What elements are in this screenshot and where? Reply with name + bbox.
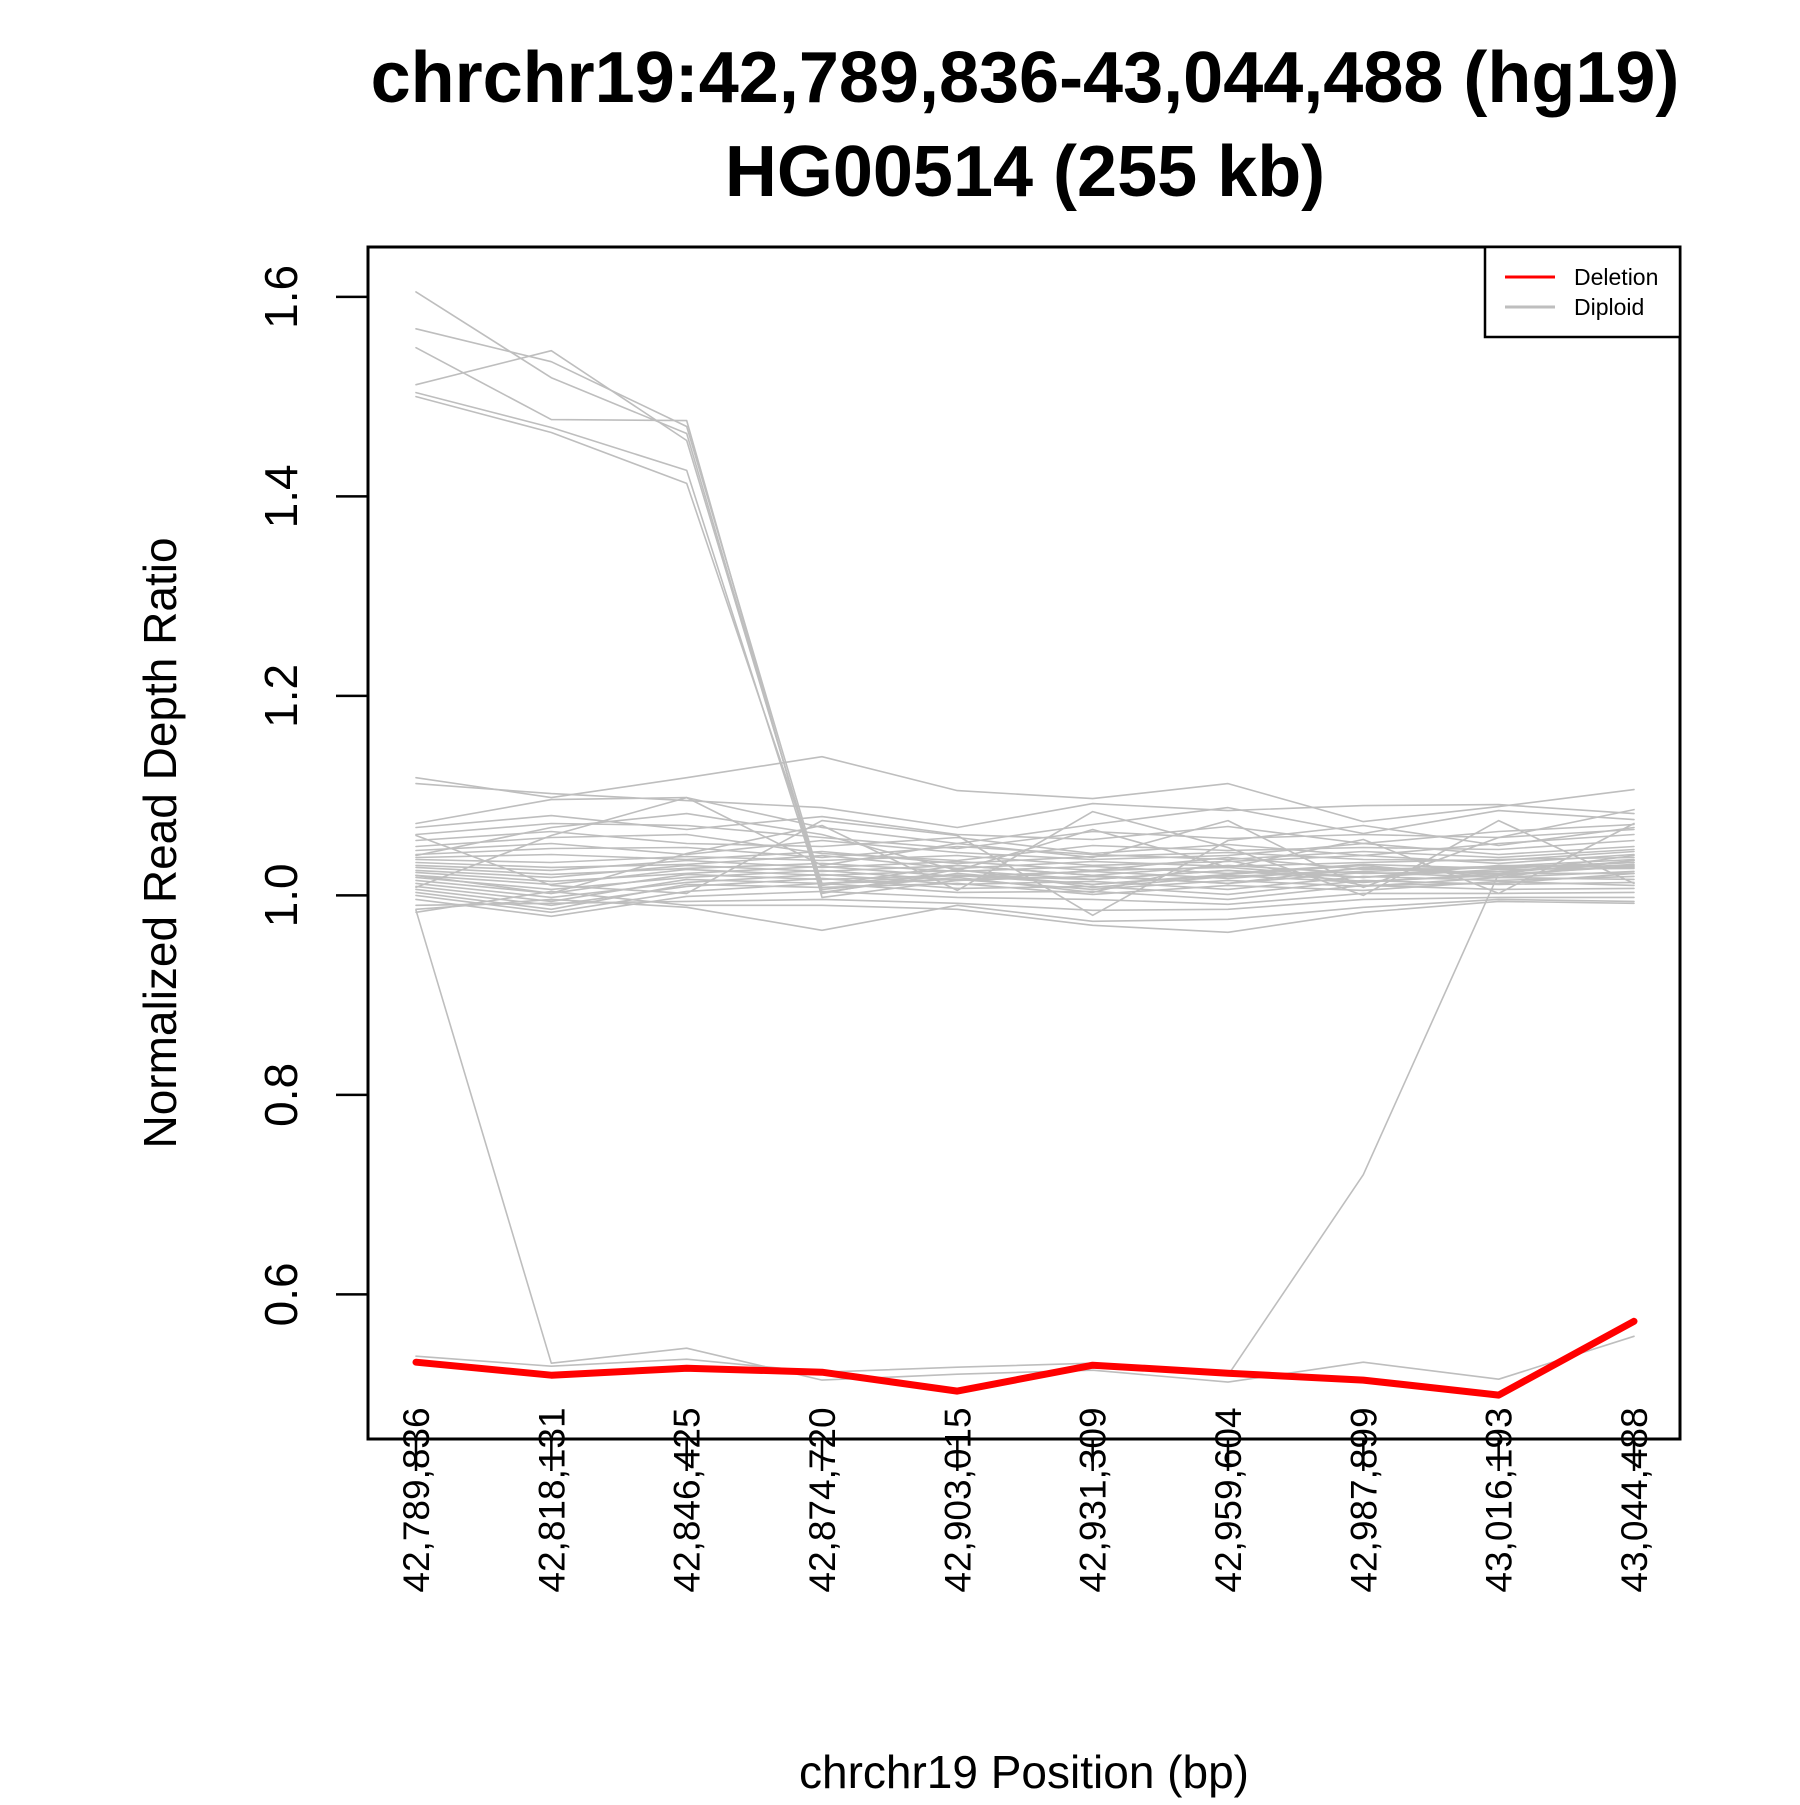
- diploid-series-line-11: [415, 796, 1635, 845]
- diploid-series-line-9: [415, 755, 1635, 823]
- deletion-series-line: [412, 1317, 1638, 1399]
- series-layer: [412, 291, 1638, 1399]
- x-tick-label-9: 43,044,488: [1614, 1407, 1655, 1592]
- x-tick-label-6: 42,959,604: [1208, 1407, 1249, 1592]
- diploid-series-line-23: [415, 863, 1635, 879]
- x-tick-label-2: 42,846,425: [667, 1407, 708, 1592]
- diploid-series-line-38: [415, 812, 1635, 895]
- diploid-series-line-10: [415, 782, 1635, 829]
- x-tick-label-0: 42,789,836: [396, 1407, 437, 1592]
- y-tick-label-0: 0.6: [255, 1262, 307, 1326]
- diploid-series-line-19: [415, 853, 1635, 867]
- diploid-series-line-33: [415, 890, 1635, 918]
- diploid-series-line-21: [415, 856, 1635, 872]
- x-tick-label-1: 42,818,131: [531, 1407, 572, 1592]
- legend-diploid-label: Diploid: [1574, 294, 1644, 320]
- y-tick-label-3: 1.2: [255, 664, 307, 728]
- legend-box: [1483, 245, 1682, 339]
- y-tick-label-4: 1.4: [255, 464, 307, 528]
- x-tick-label-4: 42,903,015: [937, 1407, 978, 1592]
- diploid-series-line-7: [415, 909, 1635, 1383]
- x-tick-label-5: 42,931,309: [1073, 1407, 1114, 1592]
- diploid-series-line-39: [415, 810, 1635, 897]
- y-tick-label-5: 1.6: [255, 265, 307, 329]
- x-axis: 42,789,836 42,818,131 42,846,425 42,874,720…: [396, 1407, 1655, 1592]
- chart-title-line1: chrchr19:42,789,836-43,044,488 (hg19): [371, 38, 1680, 118]
- diploid-series-line-31: [415, 880, 1635, 911]
- x-tick-label-8: 43,016,193: [1479, 1407, 1520, 1592]
- chart-title-line2: HG00514 (255 kb): [725, 132, 1325, 212]
- diploid-series-line-34: [415, 896, 1635, 912]
- diploid-series-line-6: [415, 395, 1635, 885]
- diploid-series-line-16: [415, 839, 1635, 861]
- diploid-series-line-8: [415, 859, 1635, 1376]
- legend-deletion-label: Deletion: [1574, 264, 1658, 290]
- diploid-series-line-12: [415, 814, 1635, 845]
- y-axis-label: Normalized Read Depth Ratio: [134, 537, 186, 1148]
- diploid-series-line-35: [415, 898, 1635, 932]
- x-tick-label-3: 42,874,720: [802, 1407, 843, 1592]
- diploid-series-line-36: [415, 890, 1635, 934]
- y-axis: 0.6 0.8 1.0 1.2 1.4 1.6: [255, 265, 369, 1326]
- legend: Deletion Diploid: [1483, 245, 1682, 339]
- x-tick-label-7: 42,987,899: [1343, 1407, 1384, 1592]
- y-tick-label-2: 1.0: [255, 863, 307, 927]
- y-tick-label-1: 0.8: [255, 1063, 307, 1127]
- diploid-series-line-40: [415, 819, 1635, 917]
- x-axis-label: chrchr19 Position (bp): [799, 1746, 1249, 1798]
- diploid-series-line-2: [415, 327, 1635, 887]
- diploid-series-line-30: [415, 877, 1635, 907]
